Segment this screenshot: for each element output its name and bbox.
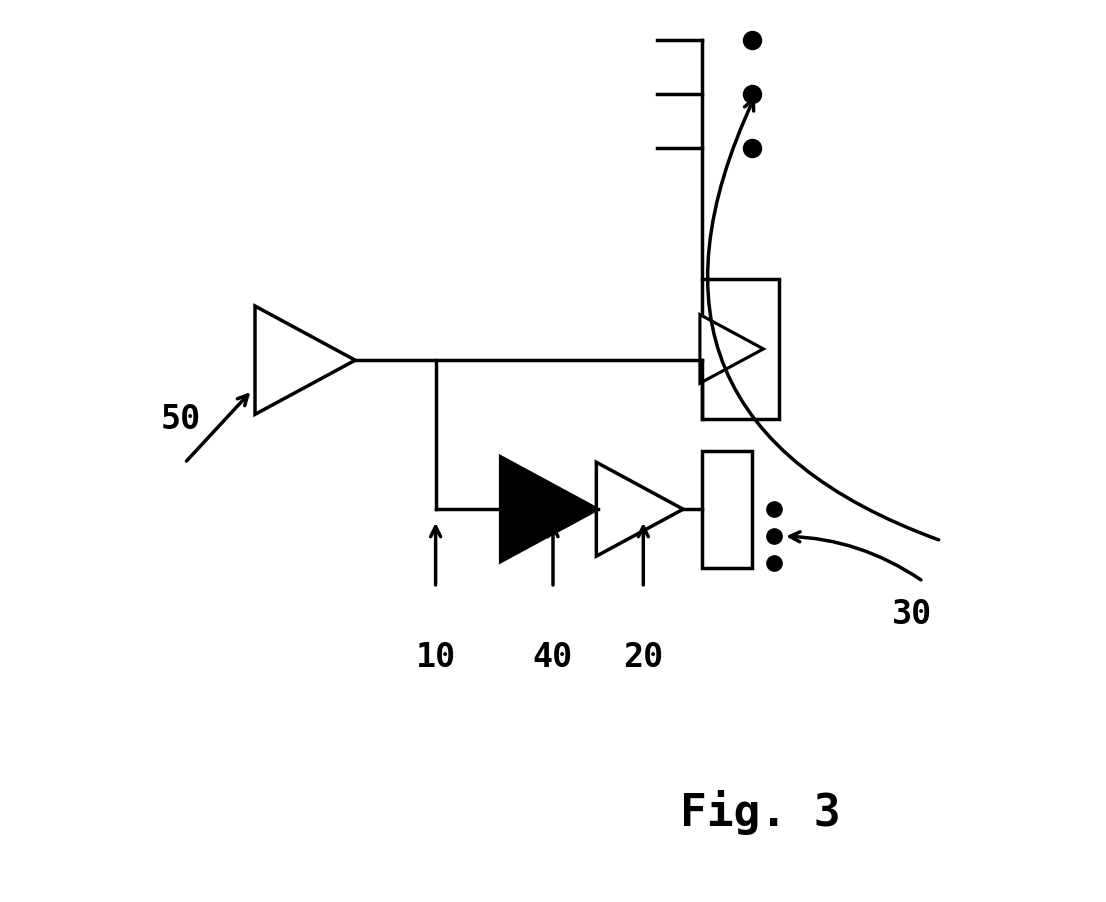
Text: 20: 20: [623, 640, 664, 674]
Text: 30: 30: [891, 597, 932, 630]
Text: 10: 10: [416, 640, 456, 674]
Bar: [702, 280, 779, 419]
Bar: [702, 451, 752, 568]
Polygon shape: [700, 315, 763, 384]
Text: 50: 50: [160, 403, 200, 436]
Text: 40: 40: [533, 640, 573, 674]
Polygon shape: [596, 463, 684, 557]
Polygon shape: [501, 457, 597, 562]
Text: Fig. 3: Fig. 3: [680, 789, 841, 834]
Polygon shape: [255, 307, 355, 415]
